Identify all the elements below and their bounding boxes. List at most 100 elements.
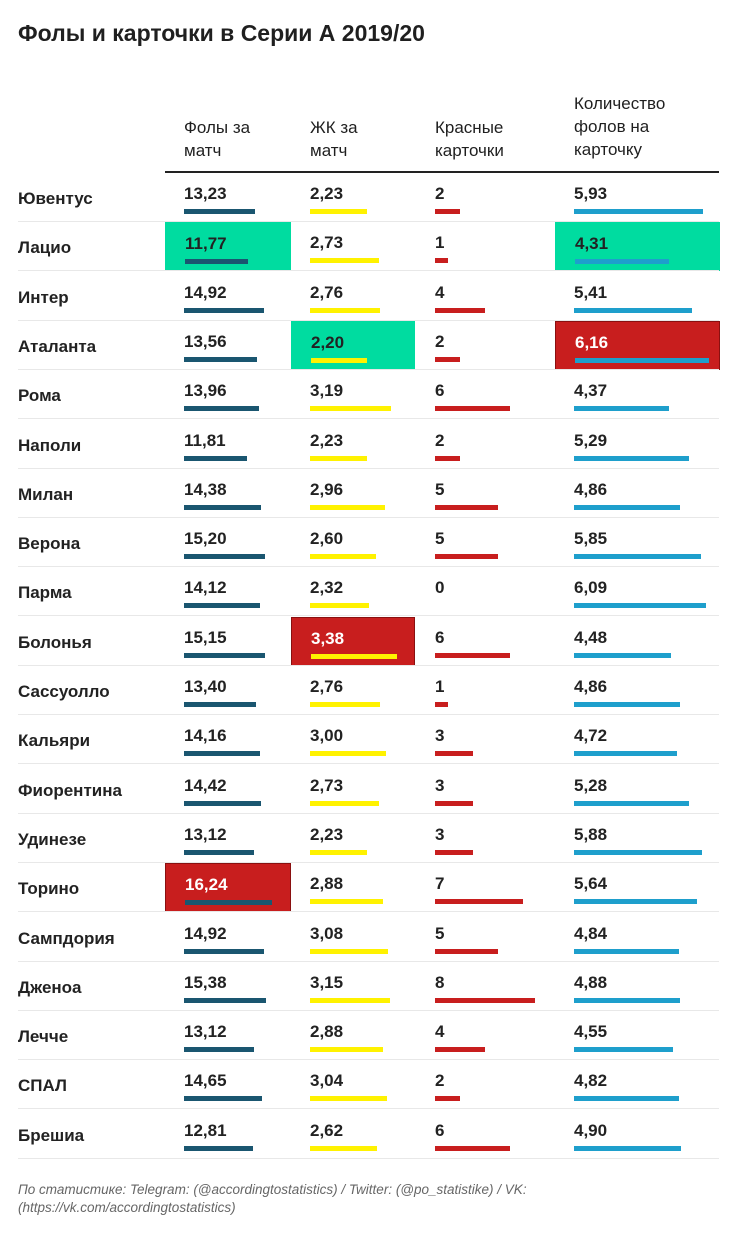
value-fouls: 16,24 bbox=[185, 875, 228, 895]
table-row: Парма 14,12 2,32 0 6,09 bbox=[0, 567, 730, 617]
value-yellow-cards: 2,73 bbox=[310, 775, 344, 795]
bar-fouls bbox=[184, 603, 260, 609]
bar-fouls bbox=[184, 751, 260, 757]
cell-yellow-cards: 3,19 bbox=[291, 370, 415, 419]
cell-yellow-cards: 2,32 bbox=[291, 567, 415, 616]
team-name: Удинезе bbox=[18, 829, 87, 849]
value-fouls: 13,56 bbox=[184, 331, 227, 351]
value-fouls: 12,81 bbox=[184, 1120, 227, 1140]
cell-red-cards: 3 bbox=[416, 765, 554, 814]
value-fouls: 15,38 bbox=[184, 972, 227, 992]
bar-red-cards bbox=[435, 899, 523, 905]
team-name: Сампдория bbox=[18, 928, 115, 948]
cell-fouls-per-card: 4,82 bbox=[555, 1060, 720, 1109]
bar-fouls bbox=[184, 1145, 253, 1151]
row-divider bbox=[18, 664, 719, 666]
value-yellow-cards: 2,76 bbox=[310, 677, 344, 696]
cell-fouls-per-card: 4,84 bbox=[555, 913, 720, 962]
value-fouls-per-card: 4,86 bbox=[574, 479, 608, 499]
team-name: СПАЛ bbox=[18, 1076, 67, 1096]
value-fouls-per-card: 4,48 bbox=[574, 627, 608, 647]
bar-yellow-cards bbox=[310, 948, 388, 954]
cell-yellow-cards: 3,04 bbox=[291, 1060, 415, 1109]
cell-yellow-cards: 3,00 bbox=[291, 715, 415, 764]
bar-fouls-per-card bbox=[574, 554, 701, 560]
bar-red-cards bbox=[435, 1145, 510, 1151]
value-yellow-cards: 2,23 bbox=[310, 184, 344, 203]
row-divider bbox=[18, 319, 719, 321]
team-name: Болонья bbox=[18, 632, 92, 652]
team-name: Милан bbox=[18, 484, 74, 504]
bar-fouls bbox=[184, 652, 265, 658]
cell-red-cards: 5 bbox=[416, 518, 554, 567]
value-fouls: 14,42 bbox=[184, 775, 227, 795]
team-name: Рома bbox=[18, 386, 61, 406]
row-divider bbox=[18, 566, 719, 568]
value-yellow-cards: 2,88 bbox=[310, 874, 344, 894]
cell-fouls-per-card: 5,85 bbox=[555, 518, 720, 567]
value-yellow-cards: 2,76 bbox=[310, 282, 344, 302]
value-fouls-per-card: 4,55 bbox=[574, 1022, 608, 1042]
value-fouls-per-card: 5,64 bbox=[574, 874, 608, 894]
column-header-yellow-cards: ЖК за матч bbox=[310, 118, 358, 160]
table-row: Фиорентина 14,42 2,73 3 5,28 bbox=[0, 765, 730, 814]
team-name: Наполи bbox=[18, 435, 82, 455]
bar-fouls-per-card bbox=[574, 1047, 673, 1053]
cell-yellow-cards: 2,96 bbox=[291, 469, 415, 518]
bar-fouls bbox=[184, 800, 261, 806]
bar-yellow-cards bbox=[310, 899, 383, 905]
bar-yellow-cards bbox=[310, 209, 367, 214]
cell-fouls-per-card: 4,55 bbox=[555, 1011, 720, 1060]
row-divider bbox=[18, 221, 719, 222]
value-fouls-per-card: 5,88 bbox=[574, 824, 608, 844]
value-yellow-cards: 2,62 bbox=[310, 1120, 344, 1140]
bar-fouls bbox=[184, 554, 265, 560]
value-red-cards: 2 bbox=[435, 1071, 445, 1091]
team-name: Фиорентина bbox=[18, 780, 122, 800]
cell-red-cards: 4 bbox=[416, 272, 554, 321]
table-row: Лечче 13,12 2,88 4 4,55 bbox=[0, 1011, 730, 1061]
row-divider bbox=[18, 812, 719, 814]
table-row: Сассуолло 13,40 2,76 1 4,86 bbox=[0, 666, 730, 715]
column-header-red-cards: Красные карточки bbox=[435, 118, 504, 160]
team-name: Парма bbox=[18, 583, 72, 603]
cell-red-cards: 1 bbox=[416, 666, 554, 715]
team-name: Ювентус bbox=[18, 189, 93, 208]
cell-yellow-cards: 2,88 bbox=[291, 1011, 415, 1060]
column-header-fouls-per-card: Количество фолов на карточку bbox=[574, 94, 666, 159]
cell-red-cards: 5 bbox=[416, 913, 554, 962]
cell-fouls-per-card: 6,09 bbox=[555, 567, 720, 616]
value-fouls: 14,16 bbox=[184, 726, 227, 746]
value-red-cards: 2 bbox=[435, 331, 445, 351]
team-name: Сассуолло bbox=[18, 682, 110, 701]
bar-red-cards bbox=[435, 800, 473, 806]
table-row: Кальяри 14,16 3,00 3 4,72 bbox=[0, 715, 730, 765]
bar-fouls bbox=[184, 1096, 262, 1102]
bar-yellow-cards bbox=[310, 1047, 383, 1053]
bar-fouls-per-card bbox=[574, 997, 680, 1003]
row-divider bbox=[18, 1157, 719, 1159]
value-fouls: 13,40 bbox=[184, 677, 227, 696]
table-row: Сампдория 14,92 3,08 5 4,84 bbox=[0, 913, 730, 962]
bar-fouls bbox=[184, 1047, 254, 1053]
bar-red-cards bbox=[435, 751, 473, 757]
row-divider bbox=[18, 467, 719, 469]
table-row: СПАЛ 14,65 3,04 2 4,82 bbox=[0, 1060, 730, 1110]
bar-fouls-per-card bbox=[575, 259, 669, 265]
value-fouls: 13,12 bbox=[184, 1022, 227, 1042]
cell-fouls: 15,38 bbox=[165, 962, 291, 1011]
bar-yellow-cards bbox=[311, 653, 397, 659]
value-red-cards: 0 bbox=[435, 578, 445, 598]
cell-fouls: 13,12 bbox=[165, 1011, 291, 1060]
cell-red-cards: 6 bbox=[416, 370, 554, 419]
table-row: Удинезе 13,12 2,23 3 5,88 bbox=[0, 814, 730, 863]
bar-red-cards bbox=[435, 258, 448, 264]
cell-red-cards: 1 bbox=[416, 222, 554, 271]
row-divider bbox=[18, 1108, 719, 1110]
row-divider bbox=[18, 861, 719, 863]
bar-red-cards bbox=[435, 209, 460, 214]
cell-yellow-cards: 2,62 bbox=[291, 1110, 415, 1159]
value-red-cards: 4 bbox=[435, 1022, 445, 1042]
bar-fouls bbox=[184, 455, 247, 461]
bar-red-cards bbox=[435, 849, 473, 855]
